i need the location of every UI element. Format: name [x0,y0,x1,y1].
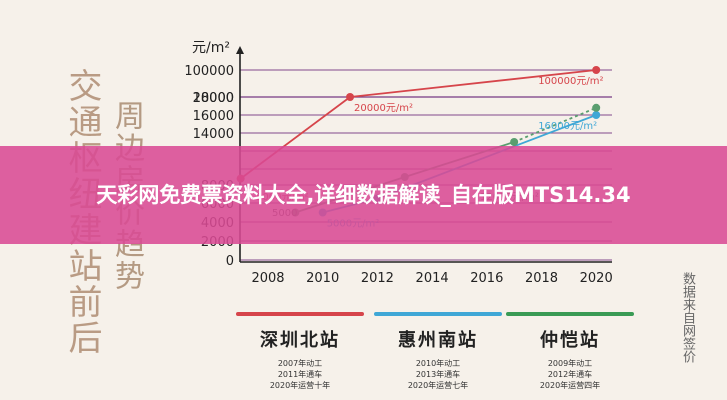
x-tick-label: 2018 [525,271,558,286]
data-label: 16000元/m² [538,121,597,132]
x-tick-label: 2012 [361,271,394,286]
x-tick-label: 2016 [470,271,503,286]
station-fact: 2009年动工 [547,359,593,368]
station-shenzhen-north: 深圳北站 2007年动工 2011年通车 2020年运营十年 [236,312,364,391]
station-fact: 2020年运营四年 [539,381,601,390]
x-tick-label: 2010 [306,271,339,286]
station-color-bar [506,312,634,316]
x-tick-label: 2020 [580,271,613,286]
station-fact: 2020年运营十年 [269,381,331,390]
station-fact: 2007年动工 [277,359,323,368]
station-name: 仲恺站 [540,330,600,351]
x-tick-label: 2014 [416,271,449,286]
station-name: 惠州南站 [398,330,478,351]
station-color-bar [374,312,502,316]
series-line-segment [349,69,597,98]
series-line-segment [513,106,597,143]
y-tick-label: 16000 [193,109,234,124]
data-label: 100000元/m² [538,76,603,87]
overlay-banner: 天彩网免费票资料大全,详细数据解读_自在版MTS14.34 [0,146,727,244]
station-fact: 2013年通车 [415,370,461,379]
station-fact: 2010年动工 [415,359,461,368]
y-tick-label: 18000 [193,91,234,106]
station-color-bar [236,312,364,316]
y-axis-label: 元/m² [192,40,230,56]
data-point [346,93,355,101]
station-fact: 2020年运营七年 [407,381,469,390]
station-zhongkai: 仲恺站 2009年动工 2012年通车 2020年运营四年 [506,312,634,391]
data-label: 20000元/m² [354,103,413,114]
y-tick-label: 100000 [184,64,234,79]
station-name: 深圳北站 [260,330,340,351]
station-fact: 2012年通车 [547,370,593,379]
data-point [592,111,601,119]
x-tick-label: 2008 [251,271,284,286]
y-tick-label: 0 [226,254,234,269]
y-tick-label: 20000 [193,91,234,106]
data-point [592,66,601,74]
data-point [510,138,519,146]
station-fact: 2011年通车 [277,370,323,379]
data-source-note: 数据来自网签价 [680,272,695,363]
station-huizhou-south: 惠州南站 2010年动工 2013年通车 2020年运营七年 [374,312,502,391]
y-axis-arrow [236,46,244,54]
y-tick-label: 14000 [193,127,234,142]
data-point [592,103,601,112]
banner-text: 天彩网免费票资料大全,详细数据解读_自在版MTS14.34 [96,183,631,207]
